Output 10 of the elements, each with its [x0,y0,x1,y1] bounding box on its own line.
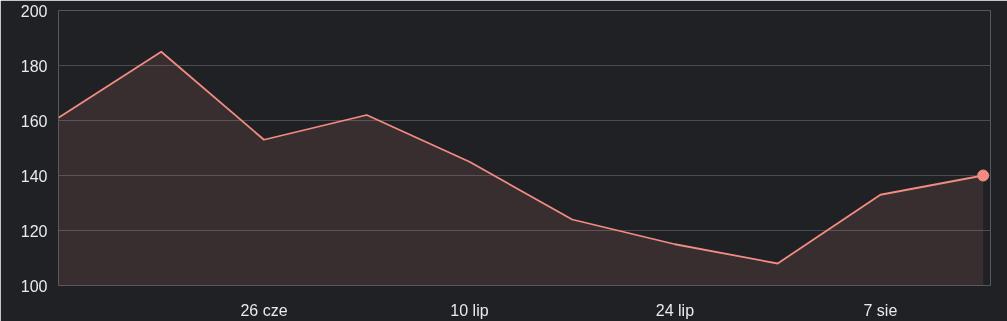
y-tick-label: 100 [20,277,48,295]
x-tick-label: 7 sie [863,301,898,319]
x-tick-label: 24 lip [655,301,695,319]
y-tick-label: 160 [20,112,48,130]
y-tick-label: 140 [20,167,48,185]
y-tick-label: 180 [20,57,48,75]
x-tick-label: 10 lip [450,301,489,319]
y-tick-label: 200 [20,2,48,20]
y-tick-label: 120 [20,222,48,240]
x-tick-label: 26 cze [240,301,288,319]
